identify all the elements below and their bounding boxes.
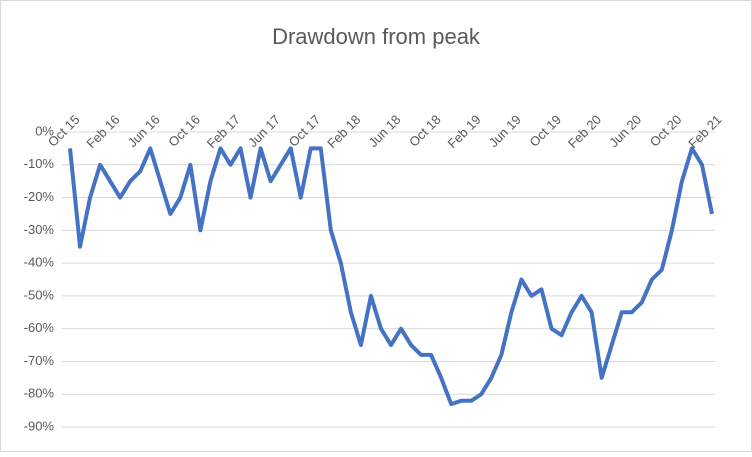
y-tick-label: -70% xyxy=(24,353,55,368)
y-tick-label: -30% xyxy=(24,222,55,237)
y-tick-label: -80% xyxy=(24,386,55,401)
data-line xyxy=(68,146,714,407)
chart-title: Drawdown from peak xyxy=(272,24,481,49)
y-tick-label: -90% xyxy=(24,418,55,433)
y-tick-label: -60% xyxy=(24,320,55,335)
y-tick-label: -40% xyxy=(24,255,55,270)
y-tick-label: 0% xyxy=(35,123,54,138)
y-tick-label: -50% xyxy=(24,287,55,302)
y-tick-label: -10% xyxy=(24,156,55,171)
y-tick-label: -20% xyxy=(24,189,55,204)
